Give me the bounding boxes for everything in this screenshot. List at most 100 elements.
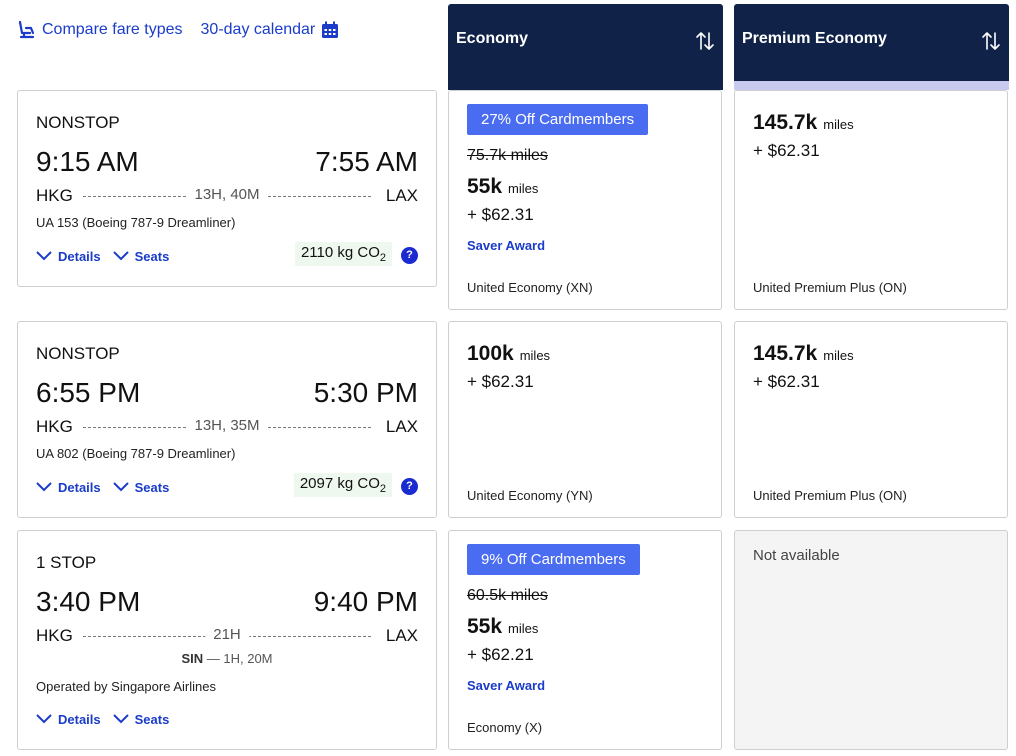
- arrival-time: 5:30 PM: [313, 377, 418, 408]
- details-label: Details: [58, 480, 101, 495]
- miles-unit: miles: [519, 348, 551, 363]
- destination-airport: LAX: [385, 417, 418, 436]
- column-header-premium-economy[interactable]: Premium Economy: [734, 4, 1009, 90]
- fare-tax: + $62.31: [467, 372, 534, 391]
- cabin-class: United Premium Plus (ON): [753, 488, 907, 503]
- sort-icon[interactable]: [695, 30, 715, 52]
- chevron-down-icon: [112, 249, 129, 264]
- flight-duration: 21H: [205, 626, 249, 643]
- original-miles: 60.5k miles: [467, 587, 548, 604]
- flight-duration: 13H, 40M: [186, 186, 268, 203]
- details-label: Details: [58, 712, 101, 727]
- seats-link[interactable]: Seats: [112, 712, 170, 727]
- original-miles: 75.7k miles: [467, 147, 548, 164]
- miles-unit: miles: [508, 621, 539, 636]
- miles-unit: miles: [823, 348, 854, 363]
- seats-label: Seats: [134, 249, 170, 264]
- flight-info: UA 802 (Boeing 787-9 Dreamliner): [36, 446, 236, 461]
- discount-badge: 9% Off Cardmembers: [467, 544, 640, 575]
- co2-emissions: 2097 kg CO2: [293, 473, 392, 497]
- fare-miles: 55k miles: [467, 615, 538, 639]
- cabin-class: United Premium Plus (ON): [753, 280, 907, 295]
- fare-cell-economy[interactable]: 9% Off Cardmembers 60.5k miles 55k miles …: [448, 530, 722, 750]
- sort-icon[interactable]: [981, 30, 1001, 52]
- fare-miles: 145.7k miles: [753, 111, 854, 135]
- fare-miles: 55k miles: [467, 175, 538, 199]
- miles-value: 100k: [467, 342, 514, 365]
- miles-value: 145.7k: [753, 342, 818, 365]
- miles-unit: miles: [823, 117, 854, 132]
- saver-award-label: Saver Award: [467, 238, 546, 253]
- seats-link[interactable]: Seats: [112, 480, 170, 495]
- departure-time: 9:15 AM: [36, 146, 139, 177]
- stops-label: 1 STOP: [36, 553, 97, 572]
- duration-line: 21H: [83, 626, 371, 646]
- chevron-down-icon: [112, 480, 129, 495]
- not-available-label: Not available: [753, 547, 840, 564]
- origin-airport: HKG: [36, 417, 73, 436]
- flight-card: NONSTOP 6:55 PM 5:30 PM HKG 13H, 35M LAX…: [17, 321, 437, 518]
- cabin-class: Economy (X): [467, 720, 543, 735]
- fare-tax: + $62.31: [753, 141, 820, 160]
- column-header-economy[interactable]: Economy: [448, 4, 723, 90]
- arrival-time: 9:40 PM: [313, 586, 418, 617]
- fare-cell-economy[interactable]: 27% Off Cardmembers 75.7k miles 55k miles…: [448, 90, 722, 310]
- miles-value: 145.7k: [753, 111, 818, 134]
- calendar-link[interactable]: 30-day calendar: [201, 21, 340, 39]
- calendar-label: 30-day calendar: [200, 21, 316, 38]
- layover-info: SIN — 1H, 20M: [18, 651, 436, 666]
- destination-airport: LAX: [385, 186, 418, 205]
- fare-cell-premium[interactable]: 145.7k miles + $62.31 United Premium Plus…: [734, 90, 1008, 310]
- column-label: Premium Economy: [742, 30, 887, 47]
- operated-by: Operated by Singapore Airlines: [36, 679, 216, 694]
- fare-miles: 145.7k miles: [753, 342, 854, 366]
- chevron-down-icon: [36, 249, 52, 264]
- stops-label: NONSTOP: [36, 344, 120, 363]
- duration-line: 13H, 35M: [83, 417, 371, 437]
- co2-value: 2097 kg CO: [299, 475, 380, 492]
- miles-value: 55k: [467, 615, 503, 638]
- fare-tax: + $62.31: [753, 372, 820, 391]
- header-selected-bar: [734, 81, 1009, 90]
- fare-cell-premium-unavailable: Not available: [734, 530, 1008, 750]
- flight-links: Details Seats: [36, 480, 169, 495]
- chevron-down-icon: [36, 712, 52, 727]
- cabin-class: United Economy (YN): [467, 488, 593, 503]
- origin-airport: HKG: [36, 626, 73, 645]
- duration-line: 13H, 40M: [83, 186, 371, 206]
- flight-links: Details Seats: [36, 249, 169, 264]
- column-label: Economy: [456, 30, 529, 47]
- details-link[interactable]: Details: [36, 249, 101, 264]
- toolbar: Compare fare types 30-day calendar: [16, 20, 339, 40]
- destination-airport: LAX: [385, 626, 418, 645]
- details-link[interactable]: Details: [36, 712, 101, 727]
- flight-links: Details Seats: [36, 712, 169, 727]
- miles-value: 55k: [467, 175, 503, 198]
- origin-airport: HKG: [36, 186, 73, 205]
- chevron-down-icon: [112, 712, 129, 727]
- co2-emissions: 2110 kg CO2: [294, 242, 392, 266]
- compare-fare-types-link[interactable]: Compare fare types: [16, 20, 183, 40]
- details-label: Details: [58, 249, 101, 264]
- miles-unit: miles: [508, 181, 539, 196]
- flight-duration: 13H, 35M: [186, 417, 268, 434]
- help-icon[interactable]: ?: [401, 478, 418, 495]
- flight-info: UA 153 (Boeing 787-9 Dreamliner): [36, 215, 236, 230]
- fare-tax: + $62.21: [467, 645, 534, 664]
- fare-tax: + $62.31: [467, 205, 534, 224]
- seats-label: Seats: [134, 712, 170, 727]
- fare-cell-economy[interactable]: 100k miles + $62.31 United Economy (YN): [448, 321, 722, 518]
- co2-subscript: 2: [379, 483, 386, 495]
- details-link[interactable]: Details: [36, 480, 101, 495]
- fare-miles: 100k miles: [467, 342, 550, 366]
- flight-card: 1 STOP 3:40 PM 9:40 PM HKG 21H LAX SIN —…: [17, 530, 437, 750]
- chevron-down-icon: [36, 480, 52, 495]
- help-icon[interactable]: ?: [401, 247, 418, 264]
- co2-subscript: 2: [379, 252, 386, 264]
- seats-link[interactable]: Seats: [112, 249, 170, 264]
- departure-time: 6:55 PM: [36, 377, 141, 408]
- seats-label: Seats: [134, 480, 170, 495]
- calendar-icon: [321, 21, 339, 39]
- fare-cell-premium[interactable]: 145.7k miles + $62.31 United Premium Plus…: [734, 321, 1008, 518]
- stops-label: NONSTOP: [36, 113, 120, 132]
